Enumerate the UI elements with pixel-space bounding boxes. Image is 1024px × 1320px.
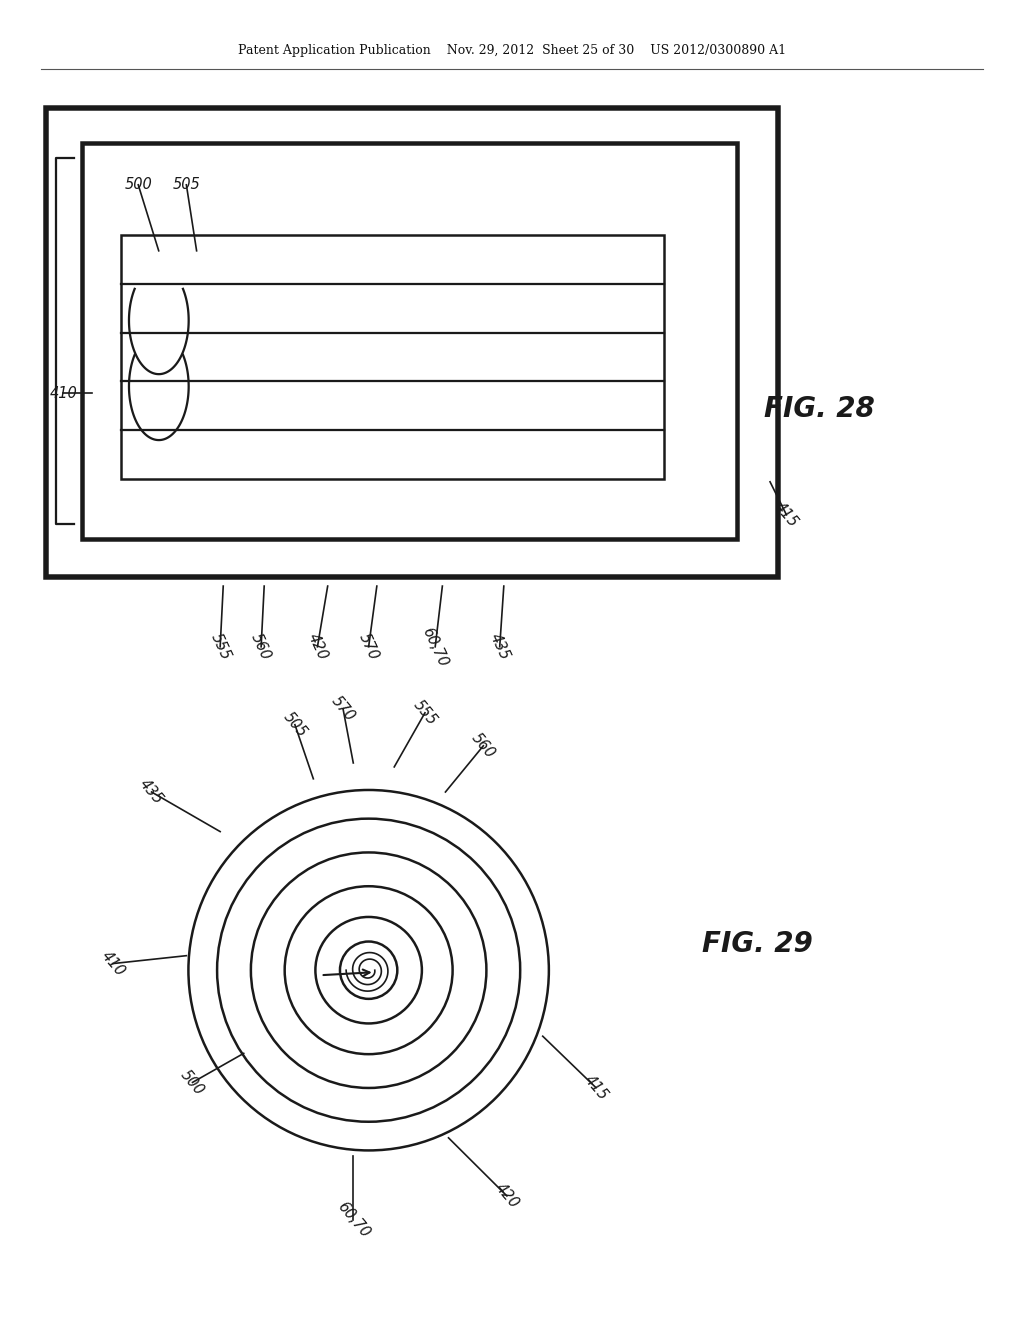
Text: 500: 500 [178,1067,207,1098]
Text: FIG. 28: FIG. 28 [764,395,874,424]
Text: 505: 505 [281,709,309,741]
Bar [121,235,664,479]
Text: 555: 555 [411,697,439,729]
Text: 560: 560 [249,631,273,663]
Text: 570: 570 [356,631,381,663]
Text: 410: 410 [49,385,78,401]
Text: 570: 570 [329,693,357,725]
Text: 420: 420 [493,1180,521,1212]
Text: 60,70: 60,70 [334,1199,373,1241]
Text: Patent Application Publication    Nov. 29, 2012  Sheet 25 of 30    US 2012/03008: Patent Application Publication Nov. 29, … [238,44,786,57]
Text: 415: 415 [772,499,801,531]
Text: 415: 415 [582,1072,610,1104]
Bar [46,108,778,577]
Text: 500: 500 [124,177,153,193]
Text: 555: 555 [208,631,232,663]
Text: 505: 505 [172,177,201,193]
Text: 560: 560 [469,730,498,762]
Text: 420: 420 [305,631,330,663]
Bar [82,143,737,539]
Text: 60,70: 60,70 [420,624,451,669]
Text: FIG. 29: FIG. 29 [702,929,813,958]
Text: 410: 410 [98,948,127,979]
Text: 435: 435 [137,776,166,808]
Text: 435: 435 [487,631,512,663]
